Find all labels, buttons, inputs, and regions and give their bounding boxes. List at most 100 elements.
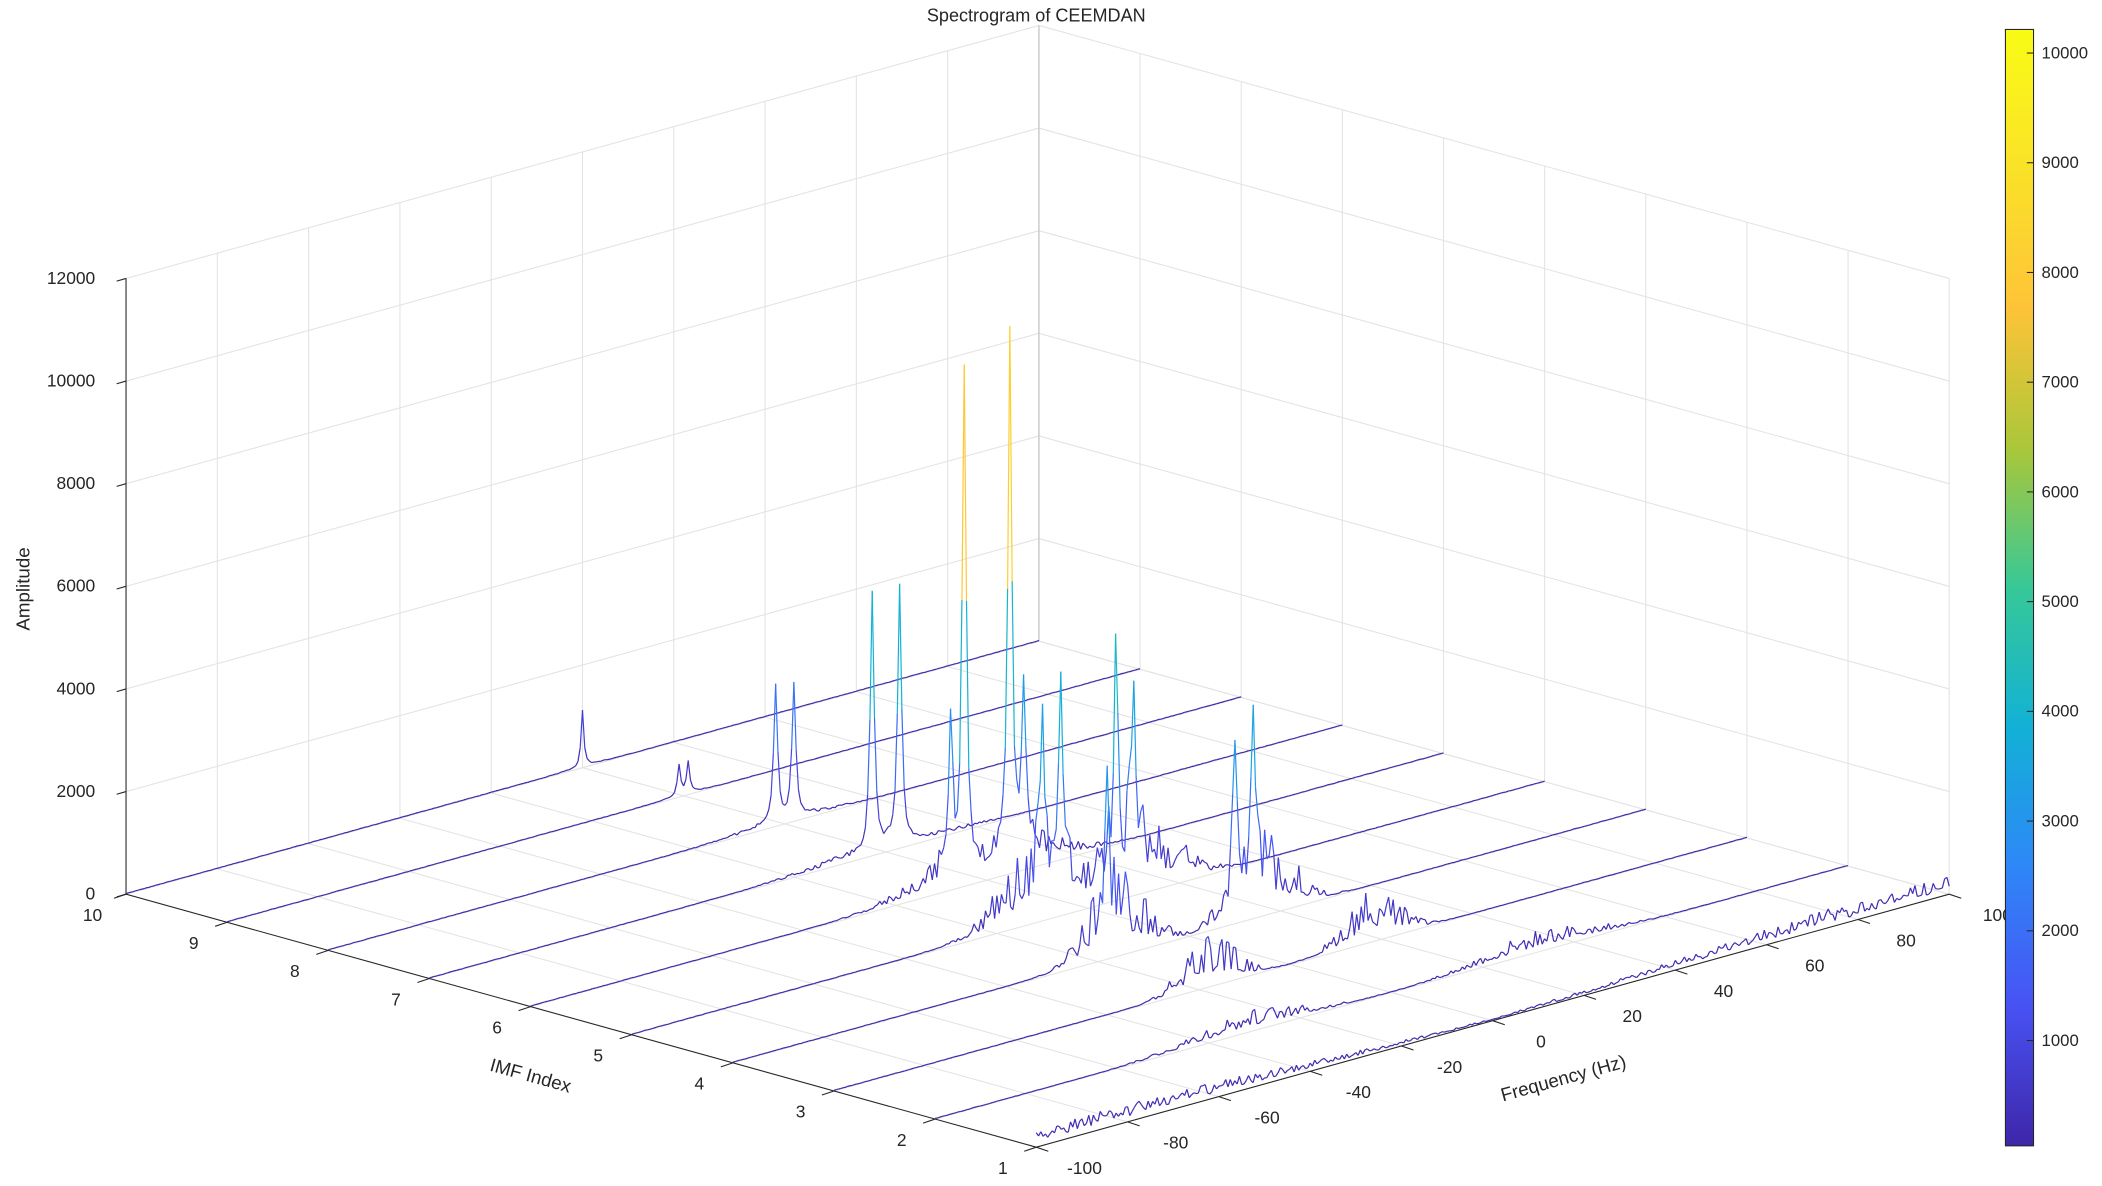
spectrum-segment xyxy=(1218,701,1221,704)
spectrum-segment xyxy=(1149,835,1153,853)
spectrum-segment xyxy=(535,890,539,893)
spectrum-segment xyxy=(1463,914,1467,917)
spectrum-segment xyxy=(736,832,740,836)
spectrum-segment xyxy=(1119,839,1123,842)
spectrum-segment xyxy=(1074,1078,1077,1081)
spectrum-segment xyxy=(1914,885,1918,897)
spectrum-segment xyxy=(1090,737,1094,739)
spectrum-segment xyxy=(935,947,938,950)
spectrum-segment xyxy=(1614,872,1617,875)
spectrum-segment xyxy=(1530,783,1534,786)
spectrum-segment xyxy=(659,912,663,915)
spectrum-segment xyxy=(1165,847,1169,869)
spectrum-segment xyxy=(1150,776,1154,779)
spectrum-segment xyxy=(1221,939,1225,971)
spectrum-segment xyxy=(1864,907,1868,912)
spectrum-segment xyxy=(1293,1065,1298,1073)
spectrum-segment xyxy=(1058,963,1063,968)
spectrum-segment xyxy=(535,834,538,837)
spectrum-segment xyxy=(1380,881,1384,884)
spectrum-segment xyxy=(788,748,793,789)
spectrum-segment xyxy=(1514,945,1518,951)
spectrum-segment xyxy=(269,852,273,855)
spectrum-segment xyxy=(1465,1025,1468,1028)
spectrum-segment xyxy=(1002,1042,1006,1045)
spectrum-segment xyxy=(1182,934,1185,936)
spectrum-segment xyxy=(852,747,855,749)
spectrum-segment xyxy=(783,766,787,769)
spectrum-segment xyxy=(1267,800,1271,803)
spectrum-segment xyxy=(1069,837,1073,881)
spectrum-segment xyxy=(922,1064,926,1067)
spectrum-segment xyxy=(570,881,573,884)
spectrum-segment xyxy=(922,1008,925,1011)
spectrum-segment xyxy=(394,930,398,933)
spectrum-segment xyxy=(1319,951,1323,954)
spectrum-segment xyxy=(991,835,995,853)
spectrum-segment xyxy=(1211,703,1214,706)
spectrum-segment xyxy=(1390,899,1394,916)
spectrum-segment xyxy=(1489,795,1493,797)
spectrum-segment xyxy=(1455,969,1459,972)
spectrum-segment xyxy=(701,787,705,790)
spectrum-segment xyxy=(1656,916,1659,919)
spectrum-segment xyxy=(729,834,733,837)
spectrum-segment xyxy=(516,840,520,842)
spectrum-segment xyxy=(1556,1000,1560,1003)
spectrum-segment xyxy=(1330,937,1335,945)
spectrum-segment xyxy=(670,853,674,856)
y-tick-label: 6 xyxy=(492,1017,502,1037)
spectrum-segment xyxy=(585,989,588,992)
spectrum-segment xyxy=(1745,892,1748,895)
spectrum-segment xyxy=(1033,1089,1036,1092)
spectrum-segment xyxy=(479,962,483,965)
spectrum-segment xyxy=(844,1030,848,1032)
spectrum-segment xyxy=(1816,911,1820,922)
spectrum-segment xyxy=(1171,826,1175,829)
spectrum-segment xyxy=(881,900,885,905)
spectrum-segment xyxy=(1262,745,1265,748)
spectrum-segment xyxy=(1605,923,1609,930)
spectrum-segment xyxy=(258,855,261,858)
spectrum-segment xyxy=(1065,950,1069,959)
spectrum-segment xyxy=(846,973,849,976)
spectrum-segment xyxy=(1275,857,1279,890)
spectrum-segment xyxy=(1321,1057,1325,1061)
spectrum-segment xyxy=(1399,876,1402,879)
spectrum-segment xyxy=(1175,931,1179,937)
spectrum-segment xyxy=(237,861,241,864)
spectrum-segment xyxy=(1750,939,1754,943)
spectrum-segment xyxy=(646,747,649,750)
spectrum-segment xyxy=(653,746,656,749)
spectrum-segment xyxy=(920,1065,924,1067)
spectrum-segment xyxy=(624,810,627,813)
spectrum-segment xyxy=(662,798,666,801)
spectrum-segment xyxy=(545,775,549,778)
spectrum-segment xyxy=(1512,788,1516,791)
spectrum-segment xyxy=(584,747,588,759)
spectrum-segment xyxy=(1446,807,1449,809)
spectrum-segment xyxy=(1228,811,1232,814)
spectrum-segment xyxy=(1002,649,1005,652)
spectrum-segment xyxy=(913,889,917,892)
spectrum-segment xyxy=(1479,910,1483,913)
spectrum-segment xyxy=(1167,847,1171,868)
colorbar-tick-label: 5000 xyxy=(2042,592,2079,611)
spectrum-segment xyxy=(1315,953,1319,956)
spectrum-segment xyxy=(1188,860,1192,864)
spectrum-segment xyxy=(1098,841,1102,846)
spectrum-segment xyxy=(256,912,260,915)
spectrum-segment xyxy=(1502,903,1506,906)
spectrum-segment xyxy=(1891,893,1896,903)
spectrum-segment xyxy=(1590,823,1594,826)
spectrum-segment xyxy=(807,868,811,871)
spectrum-segment xyxy=(519,839,522,842)
spectrum-segment xyxy=(420,810,423,813)
spectrum-segment xyxy=(719,783,723,786)
spectrum-segment xyxy=(1315,786,1319,789)
spectrum-segment xyxy=(1199,1039,1203,1042)
spectrum-segment xyxy=(1557,933,1561,938)
gridline-back-right xyxy=(1038,127,1950,382)
spectrum-segment xyxy=(1160,829,1163,832)
spectrum-segment xyxy=(526,893,530,896)
